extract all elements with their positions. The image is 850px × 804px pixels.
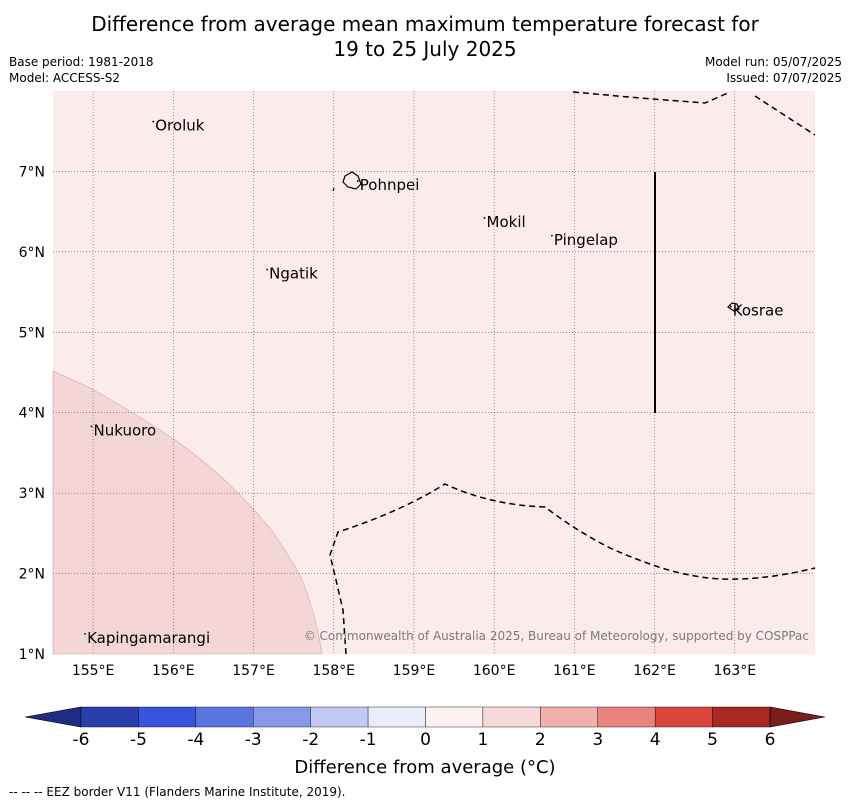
lon-tick-label: 161°E [553,663,596,679]
lat-tick-label: 4°N [19,406,45,422]
issued-text: Issued: 07/07/2025 [726,71,842,85]
shaded-anomaly-region [52,370,323,655]
colorbar-tick-label: 2 [535,730,546,750]
title-line-2: 19 to 25 July 2025 [333,37,517,61]
place-label: Mokil [487,213,526,231]
map-grid [53,91,815,654]
lon-tick-label: 158°E [312,663,355,679]
place-marker [729,305,732,308]
place-marker [356,180,359,182]
kosrae-island-outline [727,302,740,312]
lon-tick-label: 155°E [72,663,115,679]
place-marker [152,120,155,123]
pohnpei-islet [332,187,335,192]
colorbar-swatch [80,706,139,728]
lat-tick-label: 6°N [19,245,45,261]
map-frame: Oroluk Pohnpei Mokil Pingelap Ngatik Kosrae Nu… [19,91,816,679]
base-period-text: Base period: 1981-2018 [9,55,154,69]
eez-footnote: -- -- -- EEZ border V11 (Flanders Marine… [9,785,346,799]
lon-tick-label: 157°E [232,663,275,679]
place-labels: Oroluk Pohnpei Mokil Pingelap Ngatik Kosrae Nu… [84,117,783,647]
colorbar-swatch [712,706,771,728]
lat-tick-label: 3°N [19,486,45,502]
colorbar-swatch [310,706,369,728]
colorbar-swatch [367,706,426,728]
place-marker [90,425,93,428]
colorbar-swatch [195,706,254,728]
colorbar-swatch [540,706,598,728]
colorbar-over-extension [769,706,826,728]
place-label: Oroluk [155,117,204,135]
meta-left: Base period: 1981-2018 Model: ACCESS-S2 [9,54,154,86]
place-marker [551,234,553,237]
colorbar-tick-label: -5 [130,730,147,750]
lat-tick-label: 2°N [19,567,45,583]
copyright-notice: © Commonwealth of Australia 2025, Bureau… [304,629,809,643]
place-label: Ngatik [269,265,318,283]
pohnpei-island-outline [342,171,362,190]
lat-tick-label: 5°N [19,325,45,341]
meta-right: Model run: 05/07/2025 Issued: 07/07/2025 [705,54,842,86]
title-line-1: Difference from average mean maximum tem… [91,12,759,36]
colorbar-tick-label: -3 [245,730,262,750]
lat-tick-label: 7°N [19,164,45,180]
colorbar-swatch [425,706,484,728]
islands [332,171,740,312]
colorbar-under-extension [24,706,82,728]
colorbar-swatch [253,706,311,728]
place-label: Pohnpei [360,176,420,194]
colorbar-swatch [597,706,656,728]
colorbar-tick-label: 5 [707,730,718,750]
eez-border-south [329,483,816,655]
colorbar-swatch [654,706,713,728]
lon-tick-label: 159°E [393,663,436,679]
eez-borders [329,91,816,655]
axis-ticks: 155°E 156°E 157°E 158°E 159°E 160°E 161°E 162°E… [19,164,756,679]
colorbar-label: Difference from average (°C) [294,757,556,778]
place-label: Pingelap [554,231,618,249]
lon-tick-label: 156°E [152,663,195,679]
lat-tick-label: 1°N [19,647,45,663]
colorbar-tick-label: -2 [302,730,319,750]
eez-border-northeast [754,95,816,136]
place-marker [483,217,486,219]
lon-tick-label: 163°E [714,663,757,679]
colorbar-tick-label: 6 [765,730,776,750]
colorbar-swatch [138,706,197,728]
place-label: Kapingamarangi [87,629,210,647]
place-label: Nukuoro [94,421,157,439]
place-marker [84,632,86,635]
model-text: Model: ACCESS-S2 [9,71,121,85]
map-title: Difference from average mean maximum tem… [0,12,850,62]
colorbar-swatch [482,706,541,728]
lon-tick-label: 160°E [473,663,516,679]
colorbar-tick-label: -1 [360,730,377,750]
colorbar: -6 -5 -4 -3 -2 -1 0 1 2 3 4 5 6 [24,706,826,750]
colorbar-tick-label: 4 [650,730,661,750]
colorbar-tick-label: 3 [592,730,603,750]
colorbar-tick-label: -6 [73,730,90,750]
lon-tick-label: 162°E [633,663,676,679]
colorbar-tick-label: -4 [187,730,204,750]
colorbar-tick-label: 0 [420,730,431,750]
place-label: Kosrae [733,302,784,320]
place-marker [266,268,269,271]
model-run-text: Model run: 05/07/2025 [704,55,842,69]
eez-border-north [572,91,731,104]
colorbar-tick-label: 1 [478,730,489,750]
